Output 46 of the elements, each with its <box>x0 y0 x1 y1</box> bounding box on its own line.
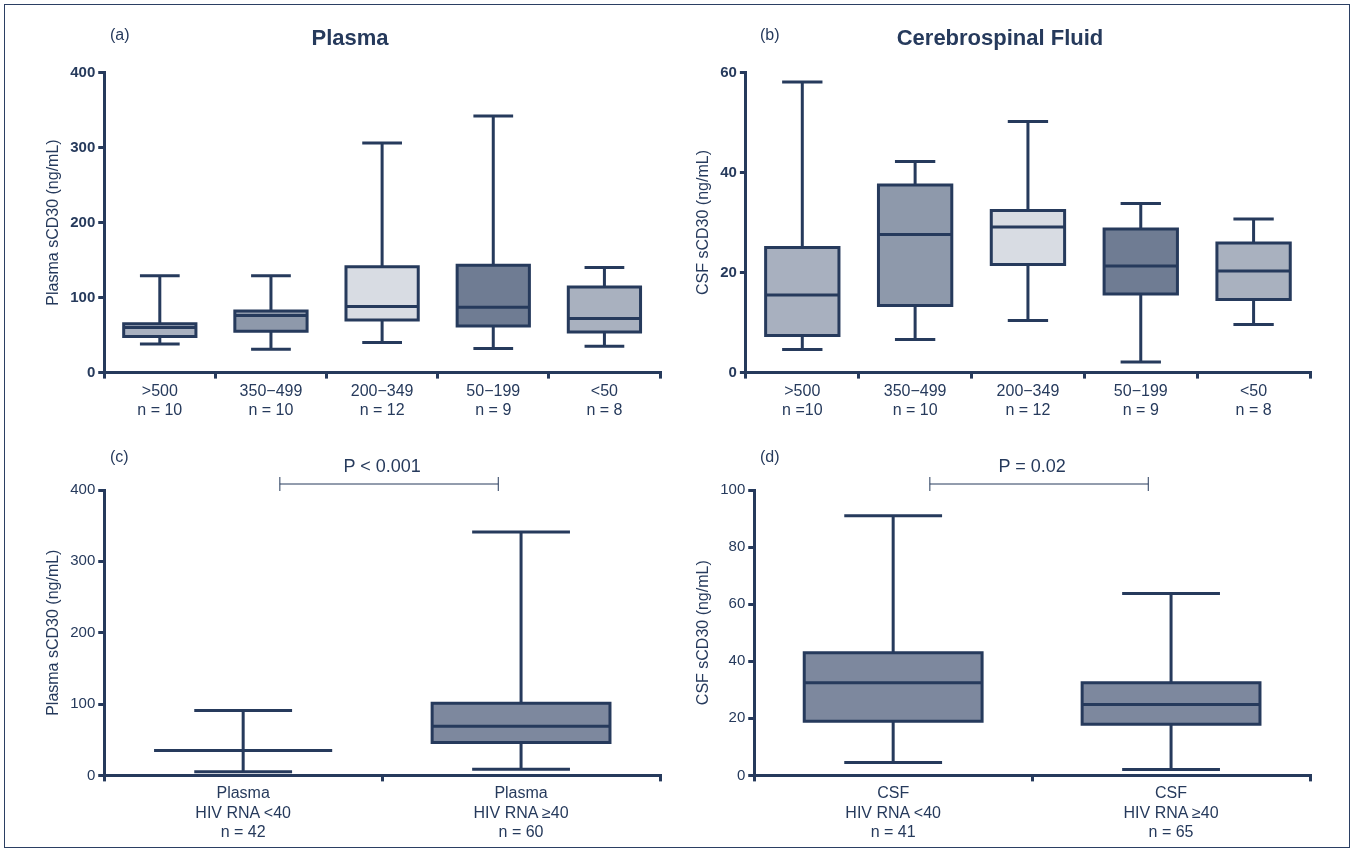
y-tick-label: 400 <box>70 62 96 80</box>
x-tick-label: >500 n =10 <box>782 381 823 418</box>
x-tick-label: Plasma HIV RNA <40 n = 42 <box>195 784 292 840</box>
y-tick-label: 20 <box>720 262 737 280</box>
y-axis-title: CSF sCD30 (ng/mL) <box>694 560 712 706</box>
text: (a) <box>110 26 130 44</box>
y-tick-label: 100 <box>70 694 96 712</box>
y-tick-label: 0 <box>736 765 746 783</box>
y-tick-label: 80 <box>728 537 746 555</box>
text: (d) <box>760 448 780 466</box>
y-axis-title: Plasma sCD30 (ng/mL) <box>44 139 62 306</box>
text: P < 0.001 <box>343 455 421 476</box>
y-tick-label: 100 <box>720 480 746 498</box>
y-tick-label: 300 <box>70 551 96 569</box>
x-tick-label: CSF HIV RNA <40 n = 41 <box>845 784 942 840</box>
x-tick-label: 350−499 n = 10 <box>883 381 947 418</box>
x-tick-label: CSF HIV RNA ≥40 n = 65 <box>1123 784 1219 840</box>
y-axis-title: Plasma sCD30 (ng/mL) <box>44 549 62 716</box>
x-tick-label: <50 n = 8 <box>1235 381 1272 418</box>
chart-title: Plasma <box>311 25 390 51</box>
y-tick-label: 0 <box>86 362 96 380</box>
y-tick-label: 40 <box>720 162 737 180</box>
y-tick-label: 0 <box>728 362 737 380</box>
y-tick-label: 60 <box>728 594 746 612</box>
y-tick-label: 60 <box>720 62 737 80</box>
x-tick-label: >500 n = 10 <box>137 381 183 418</box>
y-tick-label: 20 <box>728 708 746 726</box>
chart-title: Cerebrospinal Fluid <box>896 25 1104 51</box>
text: (b) <box>760 26 780 44</box>
text: P = 0.02 <box>998 455 1066 476</box>
y-tick-label: 400 <box>70 480 96 498</box>
y-tick-label: 0 <box>86 765 96 783</box>
x-tick-label: Plasma HIV RNA ≥40 n = 60 <box>473 784 569 840</box>
y-tick-label: 100 <box>70 287 96 305</box>
x-tick-label: 200−349 n = 12 <box>996 381 1060 418</box>
x-tick-label: <50 n = 8 <box>586 381 623 418</box>
y-tick-label: 200 <box>70 212 96 230</box>
x-tick-label: 50−199 n = 9 <box>1113 381 1168 418</box>
x-tick-label: 350−499 n = 10 <box>239 381 303 418</box>
y-tick-label: 200 <box>70 622 96 640</box>
text: (c) <box>110 448 129 466</box>
x-tick-label: 50−199 n = 9 <box>466 381 521 418</box>
y-axis-title: CSF sCD30 (ng/mL) <box>694 150 712 295</box>
y-tick-label: 40 <box>728 651 746 669</box>
y-tick-label: 300 <box>70 137 96 155</box>
x-tick-label: 200−349 n = 12 <box>350 381 414 418</box>
